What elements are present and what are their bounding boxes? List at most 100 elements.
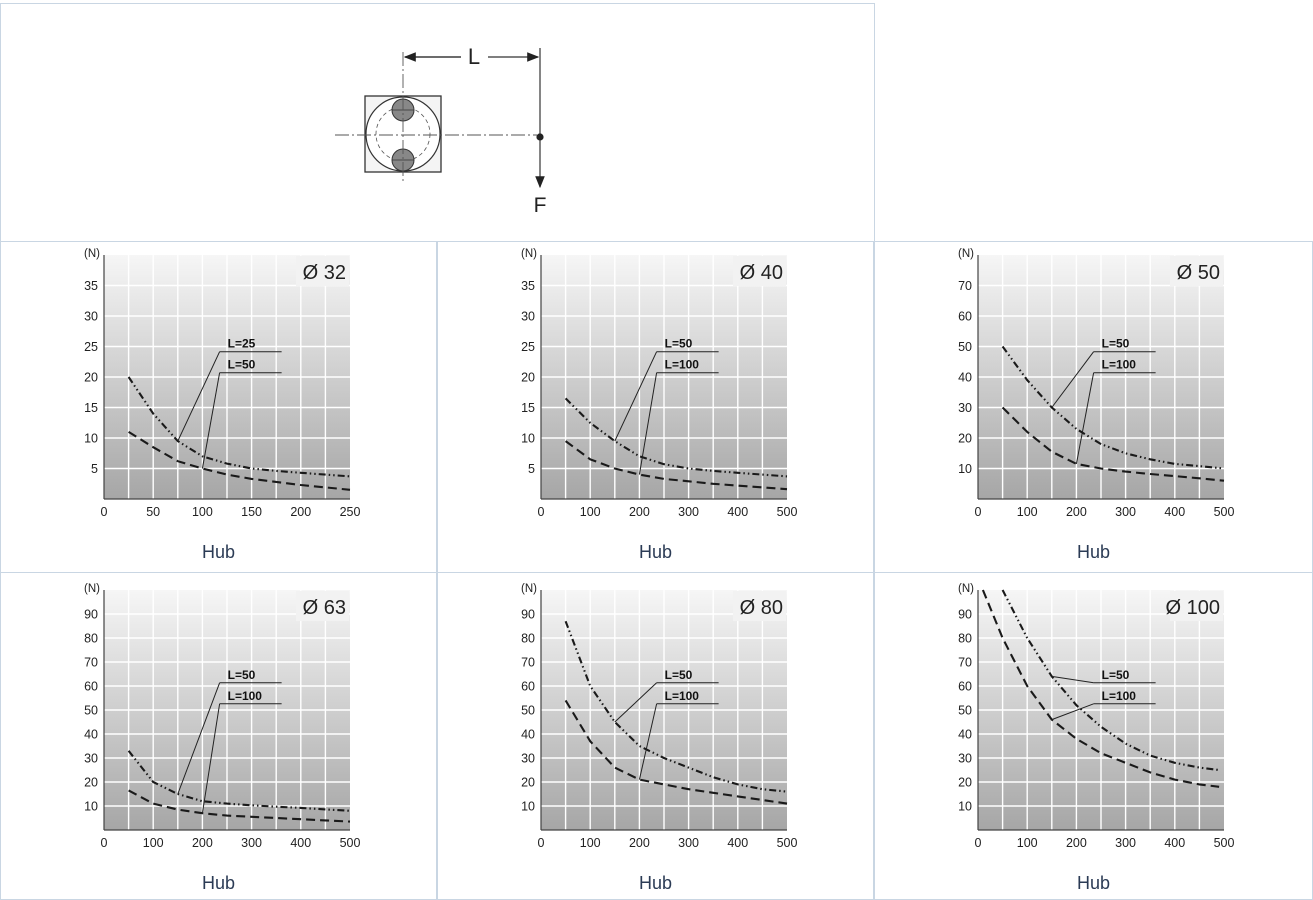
x-tick-label: 200 <box>1066 505 1087 519</box>
x-tick-label: 400 <box>290 836 311 850</box>
y-tick-label: 80 <box>521 632 535 646</box>
series-label: L=50 <box>1102 668 1130 682</box>
y-tick-label: 10 <box>958 800 972 814</box>
y-tick-label: 10 <box>84 800 98 814</box>
y-tick-label: 10 <box>958 462 972 476</box>
y-tick-label: 30 <box>958 752 972 766</box>
x-tick-label: 0 <box>538 505 545 519</box>
x-tick-label: 0 <box>975 505 982 519</box>
series-line-l-50 <box>1001 589 1220 772</box>
y-axis-label: (N) <box>84 248 100 260</box>
x-axis-label: Hub <box>1076 542 1111 562</box>
y-tick-label: 60 <box>521 680 535 694</box>
y-tick-label: 25 <box>84 340 98 354</box>
y-tick-label: 50 <box>958 704 972 718</box>
x-axis-label: Hub <box>1076 873 1111 893</box>
x-tick-label: 500 <box>777 836 798 850</box>
leader-line <box>614 682 657 723</box>
leader-line <box>201 703 221 814</box>
y-tick-label: 60 <box>84 680 98 694</box>
x-tick-label: 250 <box>340 505 361 519</box>
grid <box>541 255 787 499</box>
x-tick-label: 100 <box>143 836 164 850</box>
y-tick-label: 40 <box>84 728 98 742</box>
x-tick-label: 150 <box>241 505 262 519</box>
chart-d100: 10 20 30 40 50 60 70 80 90 0 100 200 300 400 500 (N) Ø 1… <box>958 583 1235 850</box>
leader-line <box>638 703 658 780</box>
y-axis-label: (N) <box>521 248 537 260</box>
x-tick-label: 100 <box>580 505 601 519</box>
series-line-l-50 <box>1001 345 1225 470</box>
x-tick-label: 200 <box>629 505 650 519</box>
y-tick-label: 70 <box>84 656 98 670</box>
x-tick-label: 100 <box>580 836 601 850</box>
grid <box>978 590 1224 830</box>
x-tick-label: 300 <box>678 836 699 850</box>
leader-line <box>177 351 221 442</box>
x-axis-label: Hub <box>201 542 236 562</box>
load-point <box>536 133 544 141</box>
y-tick-label: 5 <box>528 462 535 476</box>
title-background <box>733 256 786 286</box>
y-tick-label: 40 <box>958 371 972 385</box>
y-tick-label: 10 <box>521 432 535 446</box>
leader-line <box>614 351 658 442</box>
y-tick-label: 40 <box>958 728 972 742</box>
series-line-l-50 <box>127 750 351 812</box>
chart-title: Ø 100 <box>1166 597 1220 619</box>
y-tick-label: 15 <box>521 401 535 415</box>
x-tick-label: 300 <box>678 505 699 519</box>
chart-cell-d50: 10 20 30 40 50 60 70 0 100 200 300 400 500 (N) Ø 50 L=5… <box>874 241 1313 573</box>
series-label: L=50 <box>228 358 256 372</box>
y-tick-label: 35 <box>521 279 535 293</box>
leader-line <box>201 372 221 469</box>
y-tick-label: 20 <box>521 776 535 790</box>
x-tick-label: 300 <box>1115 505 1136 519</box>
series-label: L=100 <box>1102 358 1137 372</box>
load-diagram-panel: L F <box>0 3 875 243</box>
chart-cell-d40: 5 10 15 20 25 30 35 0 100 200 300 400 500 (N) Ø 40 L=50… <box>437 241 874 573</box>
title-background <box>733 591 786 621</box>
y-tick-label: 90 <box>84 608 98 622</box>
y-tick-label: 70 <box>521 656 535 670</box>
y-tick-label: 30 <box>521 752 535 766</box>
leader-line <box>177 682 221 795</box>
force-label: F <box>534 194 547 217</box>
chart-title: Ø 63 <box>303 597 346 619</box>
y-tick-label: 80 <box>958 632 972 646</box>
chart-d40: 5 10 15 20 25 30 35 0 100 200 300 400 500 (N) Ø 40 L=50… <box>521 248 798 519</box>
y-tick-label: 20 <box>958 432 972 446</box>
y-tick-label: 20 <box>521 371 535 385</box>
y-tick-label: 50 <box>84 704 98 718</box>
y-tick-label: 5 <box>91 462 98 476</box>
chart-cell-d100: 10 20 30 40 50 60 70 80 90 0 100 200 300 400 500 (N) Ø 1… <box>874 572 1313 900</box>
series-line-l-100 <box>564 440 788 491</box>
y-axis-label: (N) <box>84 583 100 595</box>
x-tick-label: 0 <box>101 836 108 850</box>
series-label: L=25 <box>228 337 256 351</box>
chart-d50: 10 20 30 40 50 60 70 0 100 200 300 400 500 (N) Ø 50 L=5… <box>958 248 1234 519</box>
x-tick-label: 400 <box>727 505 748 519</box>
y-tick-label: 20 <box>84 371 98 385</box>
y-tick-label: 70 <box>958 656 972 670</box>
y-tick-label: 70 <box>958 279 972 293</box>
y-tick-label: 10 <box>521 800 535 814</box>
y-axis-label: (N) <box>521 583 537 595</box>
x-axis-label: Hub <box>638 873 673 893</box>
title-background <box>1170 256 1223 286</box>
x-tick-label: 500 <box>777 505 798 519</box>
chart-cell-d32: 5 10 15 20 25 30 35 0 50 100 150 200 250 (N) Ø 32 L=25 L… <box>0 241 437 573</box>
series-label: L=50 <box>228 668 256 682</box>
x-tick-label: 50 <box>146 505 160 519</box>
y-tick-label: 90 <box>958 608 972 622</box>
grid <box>104 590 350 830</box>
y-tick-label: 50 <box>958 340 972 354</box>
x-tick-label: 500 <box>1214 836 1235 850</box>
chart-title: Ø 40 <box>740 262 783 284</box>
series-line-l-100 <box>981 589 1220 788</box>
series-line-l-100 <box>128 789 351 823</box>
series-label: L=50 <box>665 668 693 682</box>
series-label: L=100 <box>228 689 263 703</box>
y-tick-label: 40 <box>521 728 535 742</box>
x-tick-label: 200 <box>629 836 650 850</box>
